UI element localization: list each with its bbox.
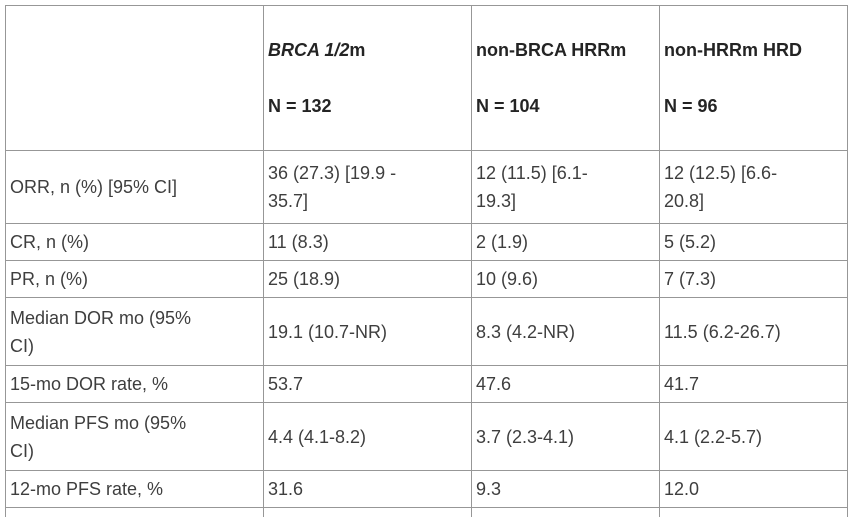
brca-gene-italic-text: BRCA 1/2 [268,40,350,60]
value-cell: 36 (27.3) [19.9 - 35.7] [263,150,472,224]
table-row-orr: ORR, n (%) [95% CI] 36 (27.3) [19.9 - 35… [5,150,848,224]
table-row-15mo-dor-rate: 15-mo DOR rate, % 53.7 47.6 41.7 [5,365,848,403]
value-cell: 4.1 (2.2-5.7) [659,402,848,471]
value-cell: 8.3 (4.2-NR) [471,297,660,366]
row-label-cell: CR, n (%) [5,223,264,261]
row-label-cell: Median DOR mo (95% CI) [5,297,264,366]
column-header-non-hrrm-hrd-n: N = 96 [664,96,718,116]
value-cell: 19.1 (10.7-NR) [263,297,472,366]
table-row-median-pfs: Median PFS mo (95% CI) 4.4 (4.1-8.2) 3.7… [5,402,848,471]
table-row-cr: CR, n (%) 11 (8.3) 2 (1.9) 5 (5.2) [5,223,848,261]
value-cell: 41.7 [659,365,848,403]
table-row-median-dor: Median DOR mo (95% CI) 19.1 (10.7-NR) 8.… [5,297,848,366]
row-label-cell: ORR, n (%) [95% CI] [5,150,264,224]
value-cell: 10.8 (8.3, 15.5) [659,507,848,517]
column-header-brca12m-name: BRCA 1/2m [268,36,467,64]
corner-cell [5,5,264,151]
brca-mutation-suffix: m [349,40,366,60]
value-cell: 7 (7.3) [659,260,848,298]
row-label-cell: 15-mo DOR rate, % [5,365,264,403]
table-row-pr: PR, n (%) 25 (18.9) 10 (9.6) 7 (7.3) [5,260,848,298]
value-cell: 10 (9.6) [471,260,660,298]
value-cell: 25 (18.9) [263,260,472,298]
row-label-cell: Median PFS mo (95% CI) [5,402,264,471]
table-row-median-os: Median OS mo (95% CI) 14.0 (11.5, 17.4) … [5,507,848,517]
column-header-non-hrrm-hrd-name: non-HRRm HRD [664,40,802,60]
row-label-cell: 12-mo PFS rate, % [5,470,264,508]
column-header-non-hrrm-hrd: non-HRRm HRD N = 96 [659,5,848,151]
value-cell: 4.4 (4.1-8.2) [263,402,472,471]
value-cell: 3.7 (2.3-4.1) [471,402,660,471]
value-cell: 5 (5.2) [659,223,848,261]
column-header-brca12m-n: N = 132 [268,96,332,116]
value-cell: 14.0 (11.5, 17.4) [263,507,472,517]
efficacy-results-table: BRCA 1/2m N = 132 non-BRCA HRRm N = 104 … [5,5,848,517]
column-header-non-brca-hrrm-n: N = 104 [476,96,540,116]
column-header-non-brca-hrrm: non-BRCA HRRm N = 104 [471,5,660,151]
value-cell: 12.0 [659,470,848,508]
value-cell: 31.6 [263,470,472,508]
value-cell: 12 (11.5) [6.1- 19.3] [471,150,660,224]
column-header-non-brca-hrrm-name: non-BRCA HRRm [476,40,627,60]
value-cell: 11 (8.3) [263,223,472,261]
value-cell: 2 (1.9) [471,223,660,261]
value-cell: 12 (12.5) [6.6- 20.8] [659,150,848,224]
value-cell: 9.3 [471,470,660,508]
value-cell: 10.4 (7.9, 14.6) [471,507,660,517]
value-cell: 47.6 [471,365,660,403]
row-label-cell: PR, n (%) [5,260,264,298]
header-row: BRCA 1/2m N = 132 non-BRCA HRRm N = 104 … [5,5,848,151]
column-header-brca12m: BRCA 1/2m N = 132 [263,5,472,151]
value-cell: 11.5 (6.2-26.7) [659,297,848,366]
row-label-cell: Median OS mo (95% CI) [5,507,264,517]
value-cell: 53.7 [263,365,472,403]
table-row-12mo-pfs-rate: 12-mo PFS rate, % 31.6 9.3 12.0 [5,470,848,508]
